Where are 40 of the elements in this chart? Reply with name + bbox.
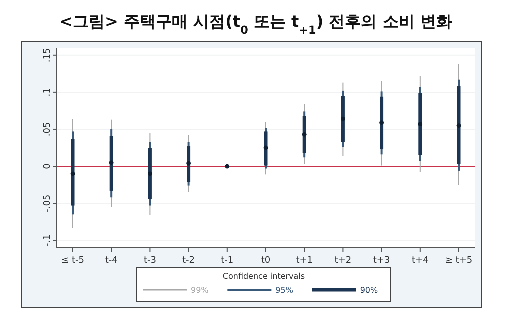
- point: [70, 172, 76, 176]
- point: [109, 160, 114, 166]
- legend: Confidence intervals 99% 95% 90%: [136, 268, 392, 302]
- bar: [418, 93, 422, 156]
- bar: [148, 148, 152, 200]
- point: [225, 164, 230, 169]
- x-tick-label: ≥ t+5: [445, 256, 473, 266]
- legend-title: Confidence intervals: [222, 272, 306, 281]
- y-tick-label: .15: [43, 48, 53, 63]
- point: [186, 161, 191, 166]
- x-tick-label: t+1: [296, 256, 313, 266]
- y-tick-label: -.05: [43, 194, 53, 212]
- title: <그림> 주택구매 시점(t$_{0}$ 또는 t$_{+1}$) 전후의 소비 변화: [60, 12, 452, 36]
- x-tick-label: t+3: [373, 256, 390, 266]
- y-tick-label: .05: [43, 122, 53, 137]
- point: [341, 116, 346, 122]
- x-tick-label: t-2: [182, 256, 196, 266]
- point: [418, 122, 423, 126]
- bar: [457, 86, 461, 164]
- y-tick-label: -.1: [43, 234, 53, 247]
- x-tick-label: t-4: [105, 256, 118, 266]
- bar: [71, 139, 75, 206]
- point: [380, 120, 384, 126]
- point: [148, 172, 152, 176]
- x-tick-label: ≤ t-5: [62, 256, 84, 266]
- bar: [302, 116, 306, 154]
- bar: [380, 96, 384, 150]
- x-tick-label: t-3: [144, 256, 156, 266]
- point: [302, 132, 307, 137]
- x-tick-label: t+4: [412, 256, 430, 266]
- bar: [110, 136, 114, 191]
- y-tick-label: 0: [43, 163, 53, 170]
- y-tick-label: .1: [43, 88, 53, 97]
- x-tick-label: t+2: [334, 256, 352, 266]
- point: [264, 146, 268, 150]
- bar: [264, 132, 268, 166]
- x-tick-label: t0: [261, 256, 271, 266]
- bar: [341, 96, 345, 142]
- x-tick-label: t-1: [221, 256, 234, 266]
- point: [456, 124, 462, 128]
